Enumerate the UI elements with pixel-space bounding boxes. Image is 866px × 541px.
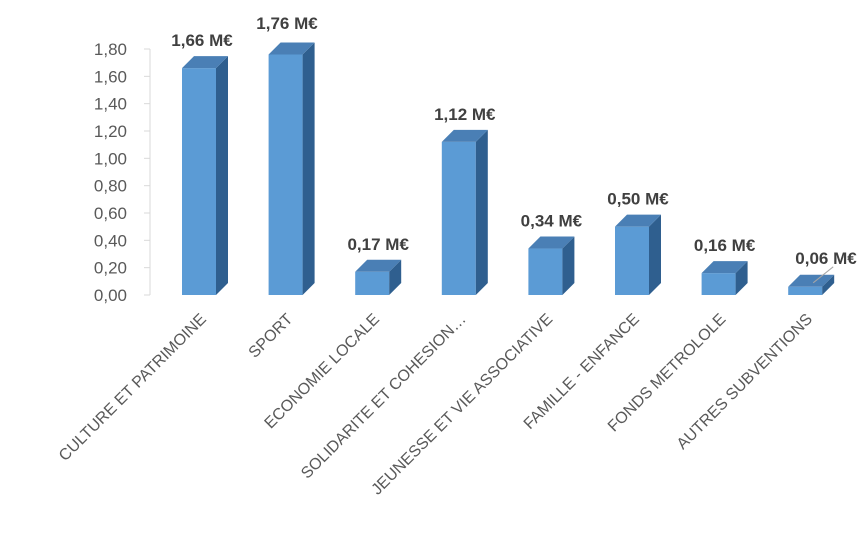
bar-side <box>389 259 402 295</box>
y-tick-label: 1,80 <box>94 40 127 59</box>
bar-top <box>441 129 488 142</box>
y-tick-label: 0,60 <box>94 204 127 223</box>
bar <box>441 129 488 295</box>
data-label: 0,06 M€ <box>795 249 857 268</box>
bar <box>615 214 661 295</box>
bar <box>182 56 228 296</box>
data-label: 1,12 M€ <box>434 105 496 124</box>
x-category-label: JEUNESSE ET VIE ASSOCIATIVE <box>369 311 557 499</box>
y-tick-label: 1,60 <box>94 67 127 86</box>
bar-front <box>441 141 476 295</box>
bar <box>788 274 835 295</box>
bar <box>701 261 748 295</box>
bar-top <box>615 214 661 227</box>
y-axis: 0,00 0,20 0,40 0,60 0,80 1,00 1,20 1,40 1,60 1,80 <box>94 40 151 305</box>
bar-front <box>268 54 303 295</box>
bar-front <box>701 273 736 295</box>
bar <box>268 42 315 295</box>
y-tick-label: 0,00 <box>94 286 127 305</box>
bar-top <box>528 236 575 249</box>
bar-top <box>268 42 315 55</box>
x-category-label: SOLIDARITE ET COHESION… <box>298 311 469 482</box>
bar-top <box>355 259 402 272</box>
bar-side <box>562 236 575 295</box>
bar-side <box>475 129 488 295</box>
data-label-leader <box>812 266 834 284</box>
x-category-label: CULTURE ET PATRIMOINE <box>56 311 210 465</box>
bars <box>182 42 835 296</box>
bar <box>528 236 575 295</box>
y-tick-label: 1,40 <box>94 95 127 114</box>
y-tick-label: 0,40 <box>94 231 127 250</box>
bar-front <box>355 271 390 295</box>
bar-side <box>302 42 315 295</box>
data-label: 1,66 M€ <box>171 31 233 50</box>
bar <box>355 259 402 295</box>
bar-side <box>735 261 748 295</box>
bar-front <box>788 286 823 295</box>
bar-top <box>182 56 228 69</box>
y-tick-label: 1,20 <box>94 122 127 141</box>
y-tick-label: 0,20 <box>94 259 127 278</box>
data-label: 0,16 M€ <box>694 236 756 255</box>
x-category-label: SPORT <box>246 311 297 362</box>
y-tick-label: 1,00 <box>94 149 127 168</box>
bar-front <box>528 248 563 295</box>
bar-top <box>701 261 748 274</box>
bar-front <box>615 226 649 295</box>
bar-side <box>216 56 228 296</box>
data-label: 0,50 M€ <box>607 190 669 209</box>
data-label: 0,34 M€ <box>521 212 583 231</box>
bar-top <box>788 274 835 287</box>
data-labels: 1,66 M€ 1,76 M€ 0,17 M€ 1,12 M€ 0,34 M€ 0,50 … <box>171 14 857 284</box>
bar-side <box>822 274 835 295</box>
bar-side <box>649 214 661 295</box>
data-label: 1,76 M€ <box>256 14 318 33</box>
data-label: 0,17 M€ <box>347 235 409 254</box>
y-tick-label: 0,80 <box>94 177 127 196</box>
bar-front <box>182 68 216 295</box>
